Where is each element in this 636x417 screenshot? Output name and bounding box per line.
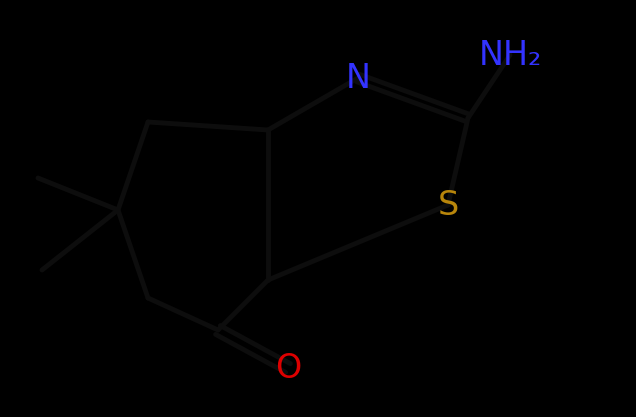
Text: O: O	[275, 352, 301, 384]
Text: NH₂: NH₂	[478, 38, 542, 71]
Text: S: S	[438, 188, 459, 221]
Text: N: N	[345, 61, 371, 95]
